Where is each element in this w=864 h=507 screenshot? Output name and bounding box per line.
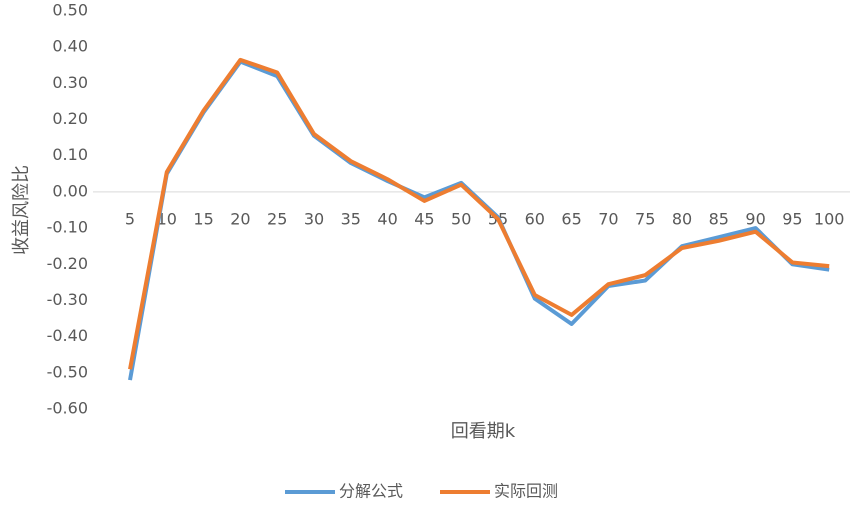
x-tick-label: 50 [451, 209, 471, 228]
x-tick-label: 20 [230, 209, 250, 228]
x-tick-label: 85 [709, 209, 729, 228]
legend-label: 分解公式 [339, 482, 403, 501]
y-tick-label: -0.60 [47, 399, 88, 418]
y-tick-label: -0.20 [47, 254, 88, 273]
y-tick-label: -0.30 [47, 290, 88, 309]
y-tick-label: 0.30 [52, 73, 88, 92]
x-axis-title: 回看期k [451, 421, 516, 442]
x-tick-label: 60 [525, 209, 545, 228]
legend-label: 实际回测 [494, 482, 558, 501]
x-tick-label: 15 [193, 209, 213, 228]
y-tick-label: -0.50 [47, 362, 88, 381]
x-tick-label: 80 [672, 209, 692, 228]
x-tick-label: 75 [635, 209, 655, 228]
x-tick-label: 30 [304, 209, 324, 228]
y-tick-label: 0.20 [52, 109, 88, 128]
x-tick-label: 25 [267, 209, 287, 228]
x-tick-label: 45 [414, 209, 434, 228]
y-tick-label: 0.00 [52, 181, 88, 200]
x-tick-label: 40 [377, 209, 397, 228]
x-tick-label: 90 [745, 209, 765, 228]
x-tick-label: 65 [561, 209, 581, 228]
x-tick-label: 10 [157, 209, 177, 228]
x-tick-label: 95 [782, 209, 802, 228]
y-tick-label: 0.50 [52, 1, 88, 20]
x-tick-label: 100 [814, 209, 845, 228]
series-line [128, 57, 830, 370]
y-tick-label: 0.10 [52, 145, 88, 164]
x-tick-label: 5 [125, 209, 135, 228]
y-tick-label: 0.40 [52, 37, 88, 56]
x-tick-label: 70 [598, 209, 618, 228]
x-tick-label: 35 [341, 209, 361, 228]
y-tick-label: -0.40 [47, 326, 88, 345]
y-tick-label: -0.10 [47, 218, 88, 237]
y-axis-title: 收益风险比 [11, 165, 32, 255]
